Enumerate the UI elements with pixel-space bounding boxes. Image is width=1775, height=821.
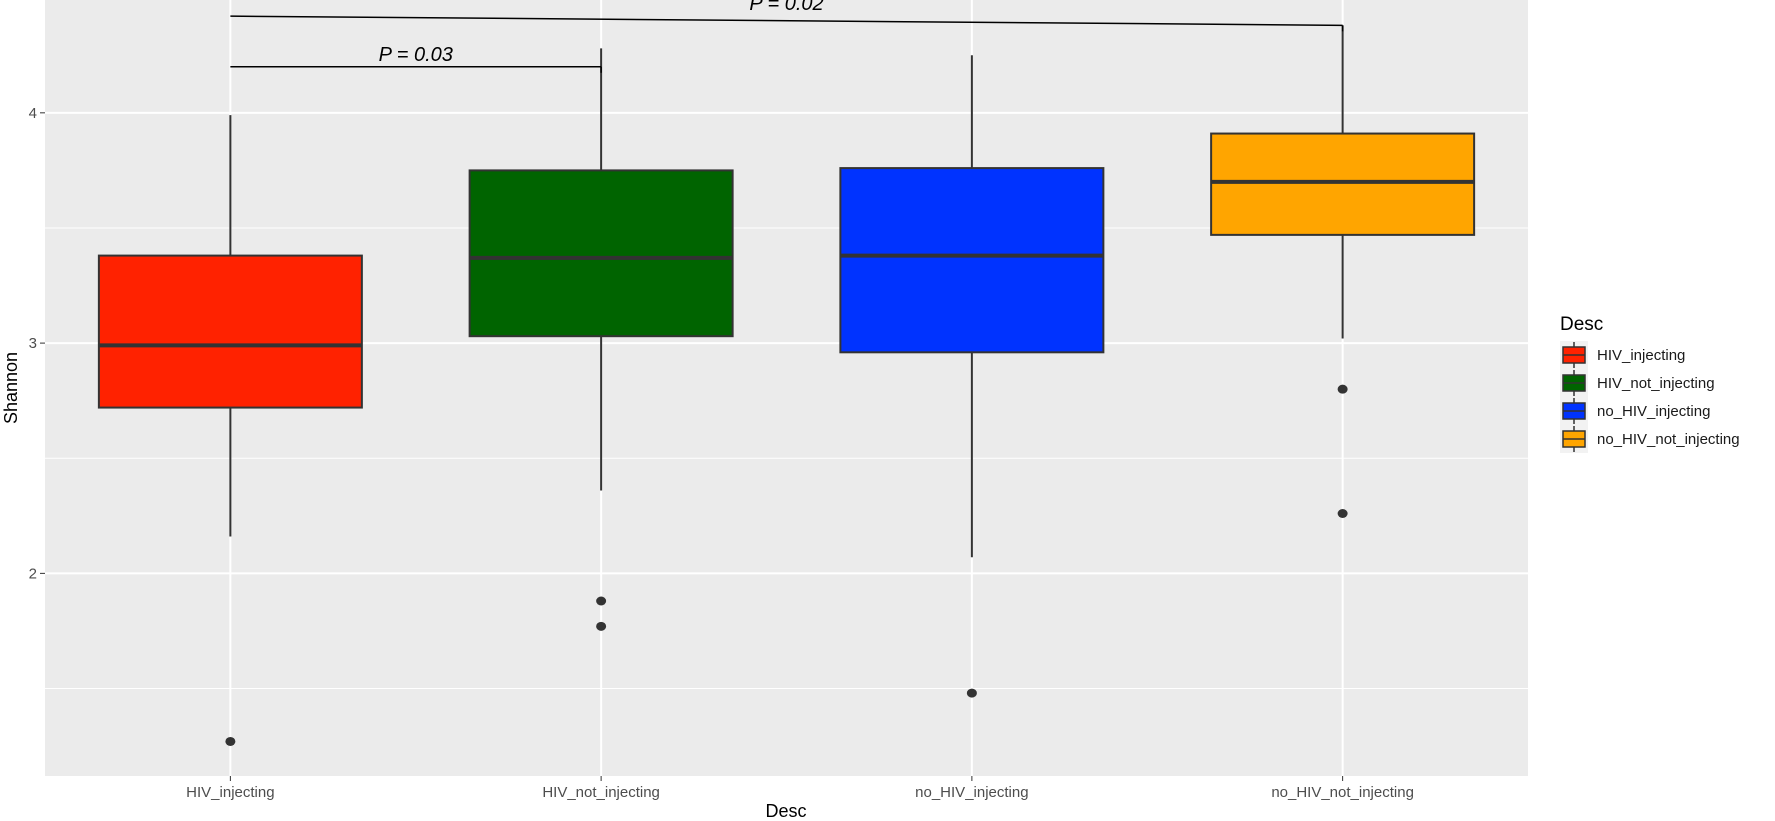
legend-title: Desc — [1560, 314, 1603, 335]
significance-annotations: P = 0.03 P = 0.02 — [230, 0, 1344, 73]
legend: Desc HIV_injecting HIV_not_injecting no_HI… — [1560, 314, 1740, 453]
y-tick-label: 4 — [29, 105, 37, 122]
x-tick-label: HIV_injecting — [186, 784, 274, 801]
p-value-bracket: P = 0.02 — [230, 0, 1344, 32]
x-tick-label: HIV_not_injecting — [542, 784, 660, 801]
y-axis-ticks: 2 3 4 — [29, 105, 45, 582]
outlier-point — [966, 688, 977, 698]
p-value-label: P = 0.02 — [749, 0, 823, 15]
legend-label: no_HIV_injecting — [1597, 403, 1710, 420]
legend-label: no_HIV_not_injecting — [1597, 431, 1740, 448]
box-body — [1210, 132, 1476, 236]
box-HIV_injecting — [97, 115, 363, 746]
y-axis-title: Shannon — [1, 352, 21, 424]
p-value-label: P = 0.03 — [379, 44, 453, 66]
p-value-bracket: P = 0.03 — [230, 44, 602, 73]
outlier-point — [225, 736, 236, 746]
bracket-line — [230, 15, 1343, 27]
x-axis-title: Desc — [765, 801, 806, 821]
legend-entry: no_HIV_injecting — [1560, 397, 1710, 425]
x-tick-label: no_HIV_not_injecting — [1271, 784, 1414, 801]
y-tick-label: 3 — [29, 335, 37, 352]
box-body — [97, 254, 363, 409]
box-body — [839, 167, 1105, 354]
box-no_HIV_injecting — [839, 55, 1105, 698]
box-HIV_not_injecting — [468, 48, 734, 631]
legend-entry: no_HIV_not_injecting — [1560, 425, 1740, 453]
boxes — [97, 25, 1476, 746]
legend-label: HIV_injecting — [1597, 347, 1685, 364]
legend-entry: HIV_injecting — [1560, 341, 1685, 369]
y-tick-label: 2 — [29, 565, 37, 582]
outlier-point — [1337, 384, 1348, 394]
box-no_HIV_not_injecting — [1210, 25, 1476, 518]
outlier-point — [596, 596, 607, 606]
x-tick-label: no_HIV_injecting — [915, 784, 1028, 801]
x-axis-ticks: HIV_injecting HIV_not_injecting no_HIV_inj… — [186, 776, 1414, 801]
box-body — [468, 169, 734, 338]
outlier-point — [1337, 508, 1348, 518]
legend-entry: HIV_not_injecting — [1560, 369, 1715, 397]
outlier-point — [596, 621, 607, 631]
legend-label: HIV_not_injecting — [1597, 375, 1715, 392]
